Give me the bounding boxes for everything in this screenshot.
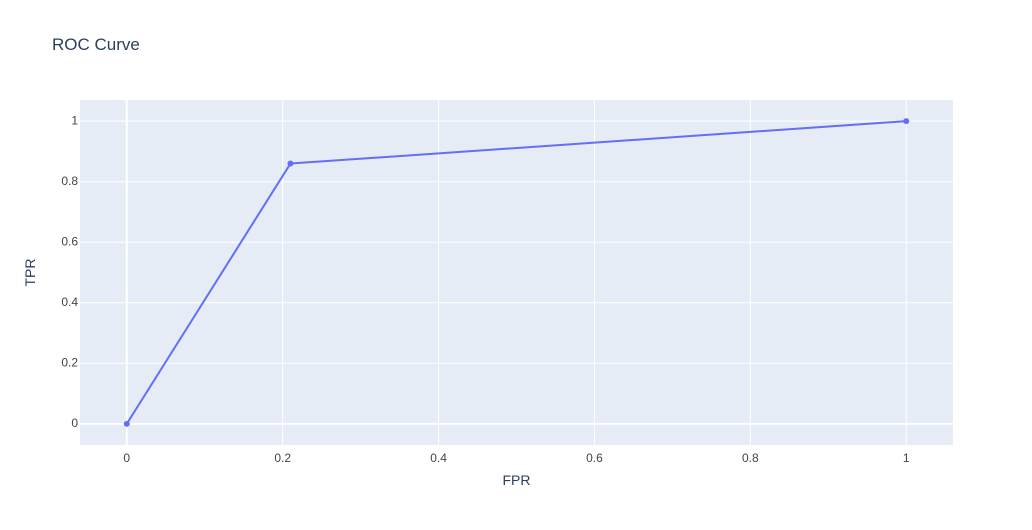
chart-title: ROC Curve	[52, 35, 140, 54]
y-tick-label: 0.6	[61, 234, 78, 248]
x-tick-label: 0.2	[274, 451, 291, 465]
y-tick-label: 0	[71, 416, 78, 430]
x-tick-labels: 0 0.2 0.4 0.6 0.8 1	[123, 451, 909, 465]
x-tick-label: 0.4	[430, 451, 447, 465]
y-tick-label: 0.4	[61, 295, 78, 309]
x-tick-label: 0.6	[586, 451, 603, 465]
y-axis-label: TPR	[22, 259, 38, 287]
x-tick-label: 0	[123, 451, 130, 465]
data-point	[903, 118, 910, 125]
x-tick-label: 0.8	[742, 451, 759, 465]
x-tick-label: 1	[903, 451, 910, 465]
y-tick-label: 0.8	[61, 174, 78, 188]
data-point	[123, 420, 130, 427]
y-tick-label: 0.2	[61, 355, 78, 369]
x-axis-label: FPR	[503, 472, 531, 488]
zero-lines	[80, 100, 953, 445]
series-layer	[123, 118, 910, 427]
plot-background	[80, 100, 953, 445]
y-tick-label: 1	[71, 113, 78, 127]
grid-lines	[80, 100, 953, 445]
data-point	[287, 160, 294, 167]
y-tick-labels: 0 0.2 0.4 0.6 0.8 1	[61, 113, 78, 430]
